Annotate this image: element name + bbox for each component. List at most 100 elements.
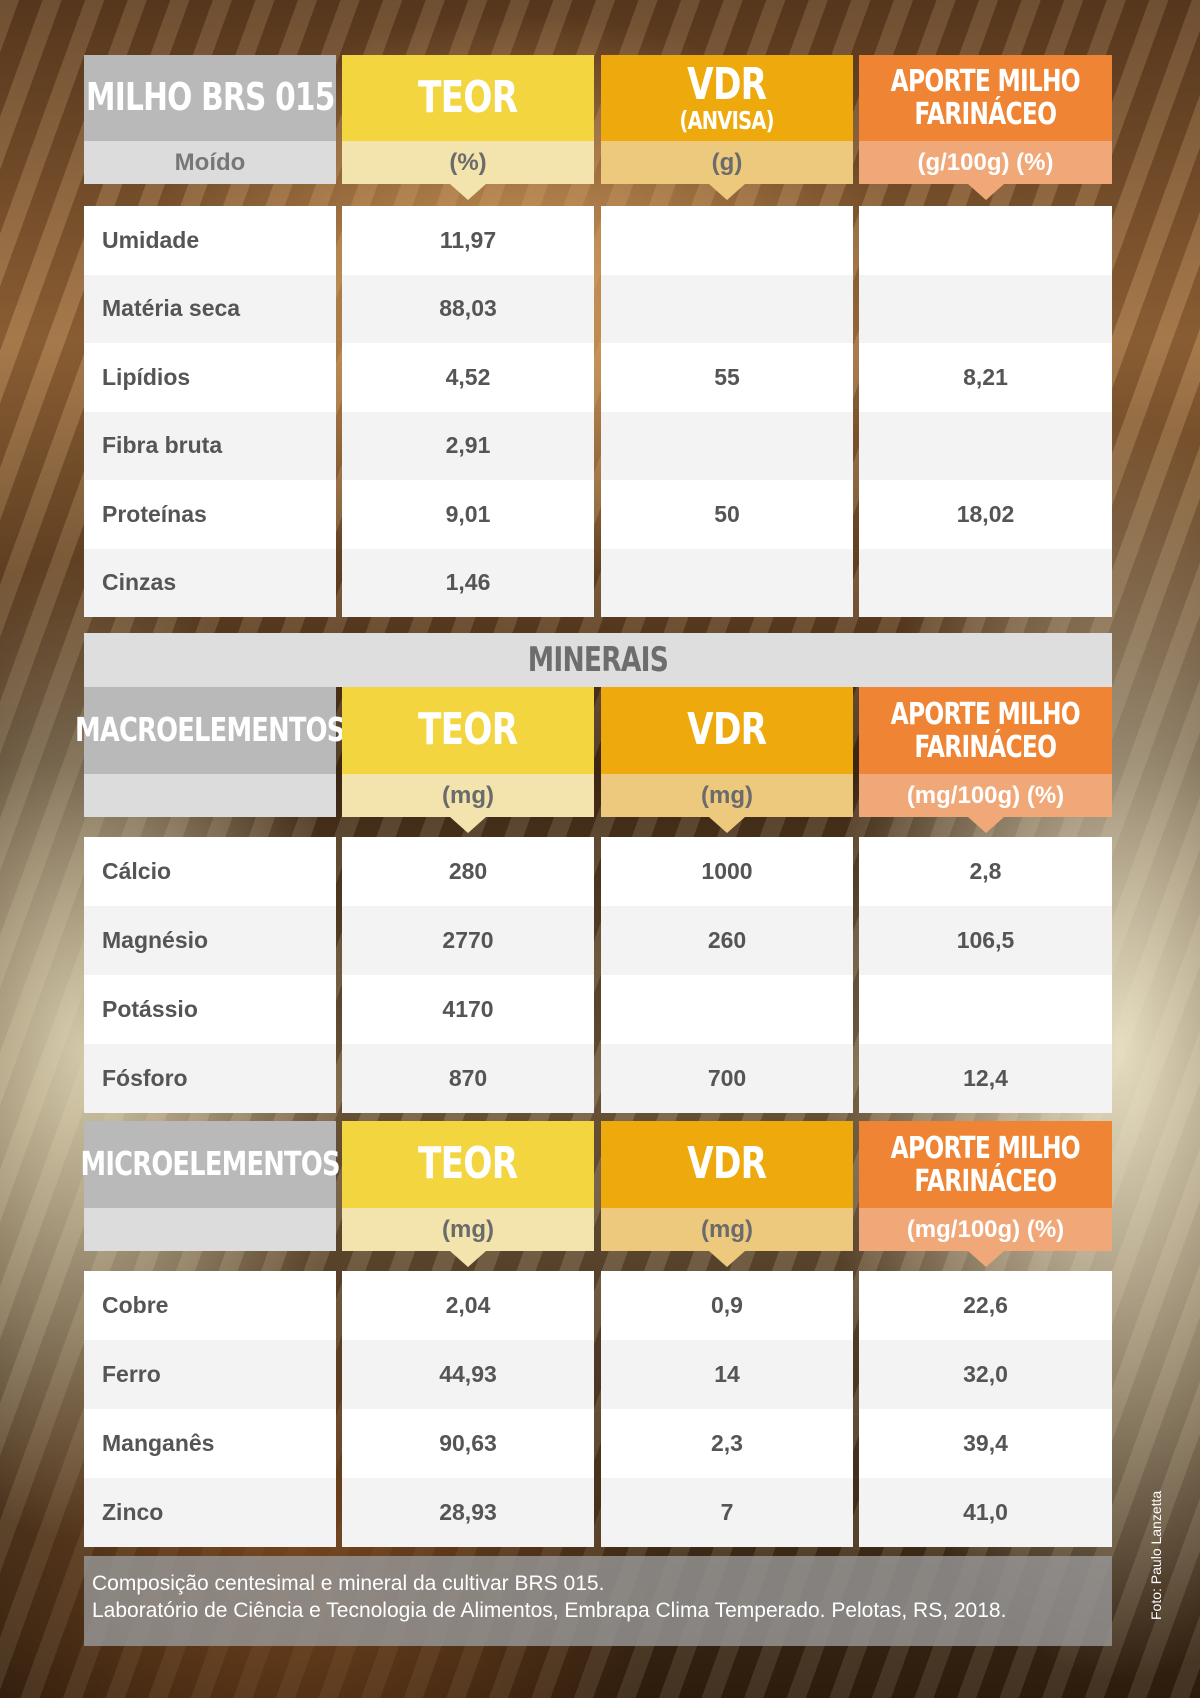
section1-row-3-label: Fibra bruta [84,411,336,480]
section2-row-0-teor: 280 [342,837,594,906]
section2-row-2-aporte [859,975,1112,1044]
section2-row-1-teor: 2770 [342,906,594,975]
section1-unit-name: Moído [84,141,336,184]
section1-row-2-label: Lipídios [84,343,336,412]
section3-row-0-vdr: 0,9 [601,1271,853,1340]
section2-unit-vdr: (mg) [601,774,853,817]
section2-unit-aporte: (mg/100g) (%) [859,774,1112,817]
section1-pointer-teor [450,184,486,200]
section1-row-5-aporte [859,548,1112,617]
minerals-title: MINERAIS [84,633,1112,687]
section3-row-1-aporte: 32,0 [859,1340,1112,1409]
section3-row-3-teor: 28,93 [342,1478,594,1547]
section2-header-teor-text: TEOR [418,704,518,756]
section2-row-2-label: Potássio [84,975,336,1044]
section1-row-4-teor: 9,01 [342,480,594,549]
section3-row-1-teor: 44,93 [342,1340,594,1409]
section3-row-3-vdr: 7 [601,1478,853,1547]
section1-row-1-teor: 88,03 [342,274,594,343]
section2-row-1-vdr: 260 [601,906,853,975]
section2-pointer-aporte [967,817,1004,833]
section3-row-0-teor: 2,04 [342,1271,594,1340]
section1-header-vdr-sub: (ANVISA) [679,106,775,136]
section1-row-5-teor: 1,46 [342,548,594,617]
section3-header-name-text: MICROELEMENTOS [80,1144,340,1184]
section2-row-0-label: Cálcio [84,837,336,906]
section1-row-0-vdr [601,206,853,275]
section2-row-0-vdr: 1000 [601,837,853,906]
section2-header-vdr: VDR [601,687,853,774]
section1-row-5-label: Cinzas [84,548,336,617]
section2-header-name-text: MACROELEMENTOS [75,710,345,750]
section3-row-2-teor: 90,63 [342,1409,594,1478]
section2-row-2-teor: 4170 [342,975,594,1044]
section3-pointer-aporte [967,1251,1004,1267]
section1-header-vdr-text: VDR [687,58,767,110]
section3-unit-teor: (mg) [342,1208,594,1251]
section3-row-2-vdr: 2,3 [601,1409,853,1478]
section2-row-1-aporte: 106,5 [859,906,1112,975]
section1-row-2-vdr: 55 [601,343,853,412]
footer-line-2: Laboratório de Ciência e Tecnologia de A… [92,1599,1007,1622]
section3-header-aporte-text: APORTE MILHO FARINÁCEO [890,1130,1081,1199]
section3-row-1-label: Ferro [84,1340,336,1409]
section3-row-2-aporte: 39,4 [859,1409,1112,1478]
section1-row-0-aporte [859,206,1112,275]
section3-unit-name [84,1208,336,1251]
minerals-title-text: MINERAIS [527,640,669,680]
section2-header-teor: TEOR [342,687,594,774]
section3-unit-vdr: (mg) [601,1208,853,1251]
section1-unit-teor: (%) [342,141,594,184]
section2-pointer-vdr [709,817,745,833]
section3-header-vdr: VDR [601,1121,853,1208]
section3-row-0-aporte: 22,6 [859,1271,1112,1340]
section3-header-aporte: APORTE MILHO FARINÁCEO [859,1121,1112,1208]
section2-pointer-teor [450,817,486,833]
section1-header-teor: TEOR [342,55,594,141]
section1-row-3-teor: 2,91 [342,411,594,480]
section2-header-aporte: APORTE MILHO FARINÁCEO [859,687,1112,774]
section2-row-0-aporte: 2,8 [859,837,1112,906]
section1-header-aporte: APORTE MILHO FARINÁCEO [859,55,1112,141]
section1-pointer-aporte [967,184,1004,200]
photo-credit: Foto: Paulo Lanzetta [1148,1490,1164,1620]
section3-row-2-label: Manganês [84,1409,336,1478]
section1-header-name: MILHO BRS 015 [84,55,336,141]
section2-unit-teor: (mg) [342,774,594,817]
section1-row-5-vdr [601,548,853,617]
section3-header-teor: TEOR [342,1121,594,1208]
section3-row-0-label: Cobre [84,1271,336,1340]
section2-header-aporte-text: APORTE MILHO FARINÁCEO [890,696,1081,765]
footer-caption: Composição centesimal e mineral da culti… [84,1556,1112,1646]
section3-row-1-vdr: 14 [601,1340,853,1409]
section1-row-2-teor: 4,52 [342,343,594,412]
section3-pointer-vdr [709,1251,745,1267]
section2-row-3-vdr: 700 [601,1044,853,1113]
section3-header-teor-text: TEOR [418,1138,518,1190]
footer-line-1: Composição centesimal e mineral da culti… [92,1572,605,1595]
section1-row-3-aporte [859,411,1112,480]
section2-header-vdr-text: VDR [687,704,767,756]
section3-unit-aporte: (mg/100g) (%) [859,1208,1112,1251]
section2-row-3-aporte: 12,4 [859,1044,1112,1113]
section2-row-3-teor: 870 [342,1044,594,1113]
section3-pointer-teor [450,1251,486,1267]
section1-header-aporte-text: APORTE MILHO FARINÁCEO [890,64,1081,132]
section1-row-1-aporte [859,274,1112,343]
section1-row-1-label: Matéria seca [84,274,336,343]
section1-row-2-aporte: 8,21 [859,343,1112,412]
section2-unit-name [84,774,336,817]
section2-header-name: MACROELEMENTOS [75,687,346,774]
section1-header-name-text: MILHO BRS 015 [85,75,335,120]
section1-row-4-aporte: 18,02 [859,480,1112,549]
section3-header-name: MICROELEMENTOS [80,1121,340,1208]
section1-row-1-vdr [601,274,853,343]
section1-row-3-vdr [601,411,853,480]
section1-unit-vdr: (g) [601,141,853,184]
section1-pointer-vdr [709,184,745,200]
section3-row-3-label: Zinco [84,1478,336,1547]
section2-row-1-label: Magnésio [84,906,336,975]
section3-row-3-aporte: 41,0 [859,1478,1112,1547]
section2-row-2-vdr [601,975,853,1044]
section1-row-4-label: Proteínas [84,480,336,549]
